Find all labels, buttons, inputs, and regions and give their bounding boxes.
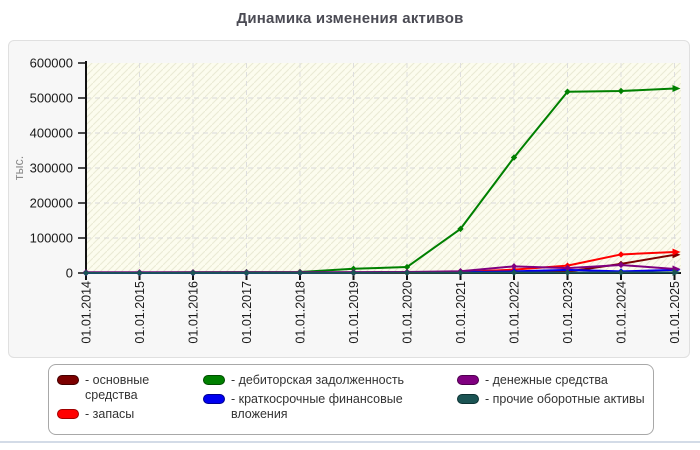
x-tick-label: 01.01.2016 [187, 281, 201, 344]
legend-item: - прочие оборотные активы [457, 392, 647, 407]
legend-item: - краткосрочные финансовые вложения [203, 392, 457, 422]
series-end-marker [672, 85, 681, 93]
x-tick-label: 01.01.2014 [80, 281, 94, 344]
y-axis-unit-label: тыс. [12, 156, 26, 180]
chart-title: Динамика изменения активов [236, 10, 464, 27]
legend-item: - основные средства [57, 373, 203, 403]
series-point-marker [510, 263, 518, 270]
series-point-marker [564, 264, 571, 272]
legend-column: - основные средства - запасы [57, 373, 203, 422]
legend-swatch-icon [457, 394, 479, 404]
series-point-marker [243, 269, 250, 277]
x-tick-label: 01.01.2023 [561, 281, 575, 344]
legend-swatch-icon [57, 409, 79, 419]
legend-swatch-icon [57, 375, 79, 385]
footer-divider [0, 441, 700, 443]
legend-swatch-icon [457, 375, 479, 385]
series-point-marker [457, 225, 464, 233]
legend-label: - прочие оборотные активы [485, 392, 645, 406]
series-line [86, 271, 675, 274]
legend-item: - денежные средства [457, 373, 647, 388]
x-tick-label: 01.01.2022 [508, 281, 522, 344]
series-point-marker [617, 269, 625, 276]
series-end-marker [672, 268, 681, 276]
series-point-marker [564, 88, 571, 95]
series-point-marker [403, 263, 411, 271]
series-point-marker [617, 261, 625, 269]
x-tick-label: 01.01.2015 [133, 281, 147, 344]
series-point-marker [564, 269, 571, 276]
legend: - основные средства - запасы - дебиторская… [48, 364, 654, 435]
series-point-marker [82, 269, 90, 277]
y-tick-label: 200000 [30, 196, 73, 211]
series-point-marker [350, 269, 357, 277]
legend-column: - денежные средства - прочие оборотные ак… [457, 373, 647, 407]
legend-label: - дебиторская задолженность [231, 373, 405, 387]
line-chart: 0 100000 200000 300000 400000 500000 600000 01.… [12, 56, 682, 344]
y-tick-label: 100000 [30, 231, 73, 246]
legend-label: - основные средства [85, 373, 150, 402]
series-point-marker [510, 154, 518, 161]
y-tick-label: 500000 [30, 91, 73, 106]
series-point-marker [617, 251, 625, 258]
legend-swatch-icon [203, 375, 225, 385]
series-point-marker [136, 269, 143, 277]
series-point-marker [189, 269, 197, 277]
legend-item: - дебиторская задолженность [203, 373, 457, 388]
x-tick-label: 01.01.2021 [454, 281, 468, 344]
x-tick-label: 01.01.2025 [668, 281, 682, 344]
y-tick-label: 0 [66, 266, 73, 281]
x-tick-label: 01.01.2017 [240, 281, 254, 344]
legend-column: - дебиторская задолженность - краткосрочн… [203, 373, 457, 422]
series-end-marker [672, 248, 681, 256]
y-tick-label: 300000 [30, 161, 73, 176]
legend-label: - денежные средства [485, 373, 608, 387]
x-tick-label: 01.01.2020 [401, 281, 415, 344]
legend-label: - краткосрочные финансовые вложения [231, 392, 403, 421]
legend-item: - запасы [57, 407, 203, 422]
series-point-marker [403, 269, 411, 276]
y-tick-label: 400000 [30, 126, 73, 141]
series-point-marker [617, 87, 625, 95]
x-tick-label: 01.01.2019 [347, 281, 361, 344]
series-point-marker [350, 265, 357, 272]
y-tick-label: 600000 [30, 56, 73, 71]
legend-swatch-icon [203, 394, 225, 404]
chart-panel: 0 100000 200000 300000 400000 500000 600000 01.… [8, 40, 690, 358]
series-point-marker [296, 269, 304, 277]
x-tick-label: 01.01.2018 [294, 281, 308, 344]
legend-label: - запасы [85, 407, 135, 421]
x-tick-label: 01.01.2024 [615, 281, 629, 344]
series-point-marker [510, 269, 518, 276]
